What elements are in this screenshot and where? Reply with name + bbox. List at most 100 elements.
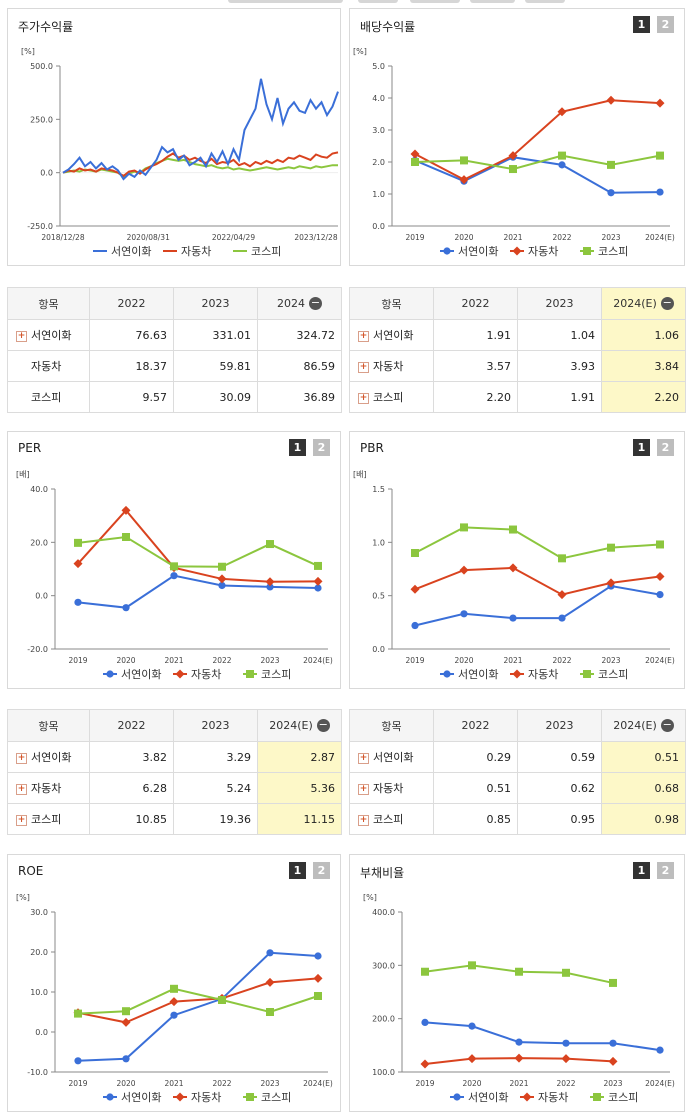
expand-plus-icon[interactable]: + xyxy=(16,814,27,826)
series-line xyxy=(77,951,319,1062)
row-label-cell: + 서연이화 xyxy=(7,741,90,773)
value-cell: 1.04 xyxy=(517,319,602,351)
per-panel: PER 1 2 [배] 40.0 20.0 0.0 -20.0 2019 2020 2021 2… xyxy=(7,431,341,689)
value-cell: 30.09 xyxy=(173,381,258,413)
value-cell: 0.62 xyxy=(517,772,602,804)
dividend-yield-table: 항목 2022 2023 2024(E) − + 서연이화 1.91 1.04 1.06 +… xyxy=(349,287,686,413)
y-tick-label: 0.0 xyxy=(372,222,385,231)
view-2-button[interactable]: 2 xyxy=(313,862,330,879)
view-2-button[interactable]: 2 xyxy=(657,16,674,33)
data-point xyxy=(558,614,566,622)
series-line xyxy=(62,78,339,181)
y-tick-label: -10.0 xyxy=(27,1068,48,1077)
x-tick-label: 2020 xyxy=(462,1079,481,1088)
value-cell: 2.87 xyxy=(257,741,342,773)
view-1-button[interactable]: 1 xyxy=(289,439,306,456)
top-tab[interactable] xyxy=(470,0,515,3)
row-label-cell: + 자동차 xyxy=(7,772,90,804)
collapse-icon[interactable]: − xyxy=(660,718,674,733)
header-year-estimate: 2024(E) − xyxy=(601,287,686,320)
collapse-icon[interactable]: − xyxy=(660,296,674,311)
x-tick-label: 2019 xyxy=(405,233,424,242)
x-tick-label: 2022 xyxy=(552,233,571,242)
legend-label: 서연이화 xyxy=(458,245,498,258)
x-tick-label: 2019 xyxy=(68,656,87,665)
table-row: 자동차 18.37 59.81 86.59 xyxy=(7,350,342,382)
view-2-button[interactable]: 2 xyxy=(313,439,330,456)
header-year-current: 2024− xyxy=(257,287,342,320)
data-point xyxy=(314,952,322,960)
table-row: 코스피 9.57 30.09 36.89 xyxy=(7,381,342,413)
collapse-icon[interactable]: − xyxy=(316,718,330,733)
view-1-button[interactable]: 1 xyxy=(633,16,650,33)
view-2-button[interactable]: 2 xyxy=(657,439,674,456)
y-tick-label: 3.0 xyxy=(372,126,385,135)
top-tab[interactable] xyxy=(358,0,398,3)
expand-plus-icon[interactable]: + xyxy=(16,783,27,795)
header-year: 2022 xyxy=(89,709,174,742)
data-point xyxy=(508,563,518,573)
pbr-table: 항목 2022 2023 2024(E) − + 서연이화 0.29 0.59 0.51 +… xyxy=(349,709,686,835)
value-cell: 59.81 xyxy=(173,350,258,382)
row-label-cell: + 코스피 xyxy=(349,803,434,835)
x-tick-label: 2020 xyxy=(116,1079,135,1088)
data-point xyxy=(467,1054,477,1064)
series-line xyxy=(414,99,661,181)
expand-plus-icon[interactable]: + xyxy=(16,330,27,342)
value-cell: 86.59 xyxy=(257,350,342,382)
y-tick-label: 2.0 xyxy=(372,158,385,167)
dividend-yield-chart: [%] 5.0 4.0 3.0 2.0 1.0 0.0 2019 2020 2021 2022 202… xyxy=(353,47,675,258)
data-point xyxy=(443,670,451,678)
data-point xyxy=(558,554,566,563)
value-cell: 11.15 xyxy=(257,803,342,835)
top-tab[interactable] xyxy=(525,0,565,3)
view-1-button[interactable]: 1 xyxy=(289,862,306,879)
table-row: + 서연이화 76.63 331.01 324.72 xyxy=(7,319,342,351)
data-point xyxy=(411,158,419,166)
data-point xyxy=(607,189,615,197)
stock-return-table: 항목 2022 2023 2024− + 서연이화 76.63 331.01 324.7… xyxy=(7,287,342,413)
view-1-button[interactable]: 1 xyxy=(633,439,650,456)
top-tab[interactable] xyxy=(410,0,460,3)
debt-ratio-panel: 부채비율 1 2 [%] 400.0 300.0 200.0 100.0 2019 2020… xyxy=(349,854,685,1112)
axis-unit: [%] xyxy=(363,893,377,902)
value-cell: 1.06 xyxy=(601,319,686,351)
expand-plus-icon[interactable]: + xyxy=(358,330,369,342)
legend-label: 자동차 xyxy=(191,1091,221,1104)
expand-plus-icon[interactable]: + xyxy=(358,392,369,404)
expand-plus-icon[interactable]: + xyxy=(358,752,369,764)
view-2-button[interactable]: 2 xyxy=(657,862,674,879)
data-point xyxy=(508,151,518,161)
table-row: + 서연이화 1.91 1.04 1.06 xyxy=(349,319,686,351)
row-label: 자동차 xyxy=(373,782,404,795)
header-item: 항목 xyxy=(7,287,90,320)
x-tick-label: 2018/12/28 xyxy=(41,233,84,242)
value-cell: 324.72 xyxy=(257,319,342,351)
panel-title: PER xyxy=(18,441,42,455)
data-point xyxy=(656,1046,664,1054)
data-point xyxy=(656,591,664,599)
header-year-estimate: 2024(E) − xyxy=(257,709,342,742)
x-tick-label: 2021 xyxy=(164,656,183,665)
header-item: 항목 xyxy=(349,709,434,742)
view-1-button[interactable]: 1 xyxy=(633,862,650,879)
header-year-label: 2024(E) xyxy=(613,296,657,310)
data-point xyxy=(266,540,274,549)
data-point xyxy=(593,1093,601,1101)
expand-plus-icon[interactable]: + xyxy=(358,783,369,795)
x-tick-label: 2024(E) xyxy=(303,1079,333,1088)
row-label-cell: + 자동차 xyxy=(349,350,434,382)
collapse-icon[interactable]: − xyxy=(309,296,322,311)
row-label: 서연이화 xyxy=(31,751,72,764)
expand-plus-icon[interactable]: + xyxy=(16,752,27,764)
legend-label: 코스피 xyxy=(261,668,291,681)
series-line xyxy=(414,156,661,194)
value-cell: 5.36 xyxy=(257,772,342,804)
row-label: 코스피 xyxy=(31,813,62,826)
expand-plus-icon[interactable]: + xyxy=(358,814,369,826)
data-point xyxy=(459,175,469,185)
top-tab[interactable] xyxy=(228,0,343,3)
row-label-cell: + 코스피 xyxy=(7,803,90,835)
data-point xyxy=(122,1007,130,1016)
expand-plus-icon[interactable]: + xyxy=(358,361,369,373)
